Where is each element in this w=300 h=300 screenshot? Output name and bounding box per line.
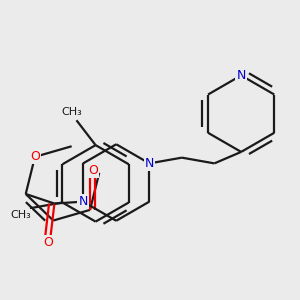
- Text: O: O: [30, 150, 40, 164]
- Text: N: N: [145, 157, 154, 170]
- Text: N: N: [236, 69, 246, 82]
- Text: O: O: [88, 164, 98, 177]
- Text: N: N: [78, 195, 88, 208]
- Text: CH₃: CH₃: [61, 107, 82, 117]
- Text: CH₃: CH₃: [10, 210, 31, 220]
- Text: N: N: [78, 195, 88, 208]
- Text: O: O: [43, 236, 53, 249]
